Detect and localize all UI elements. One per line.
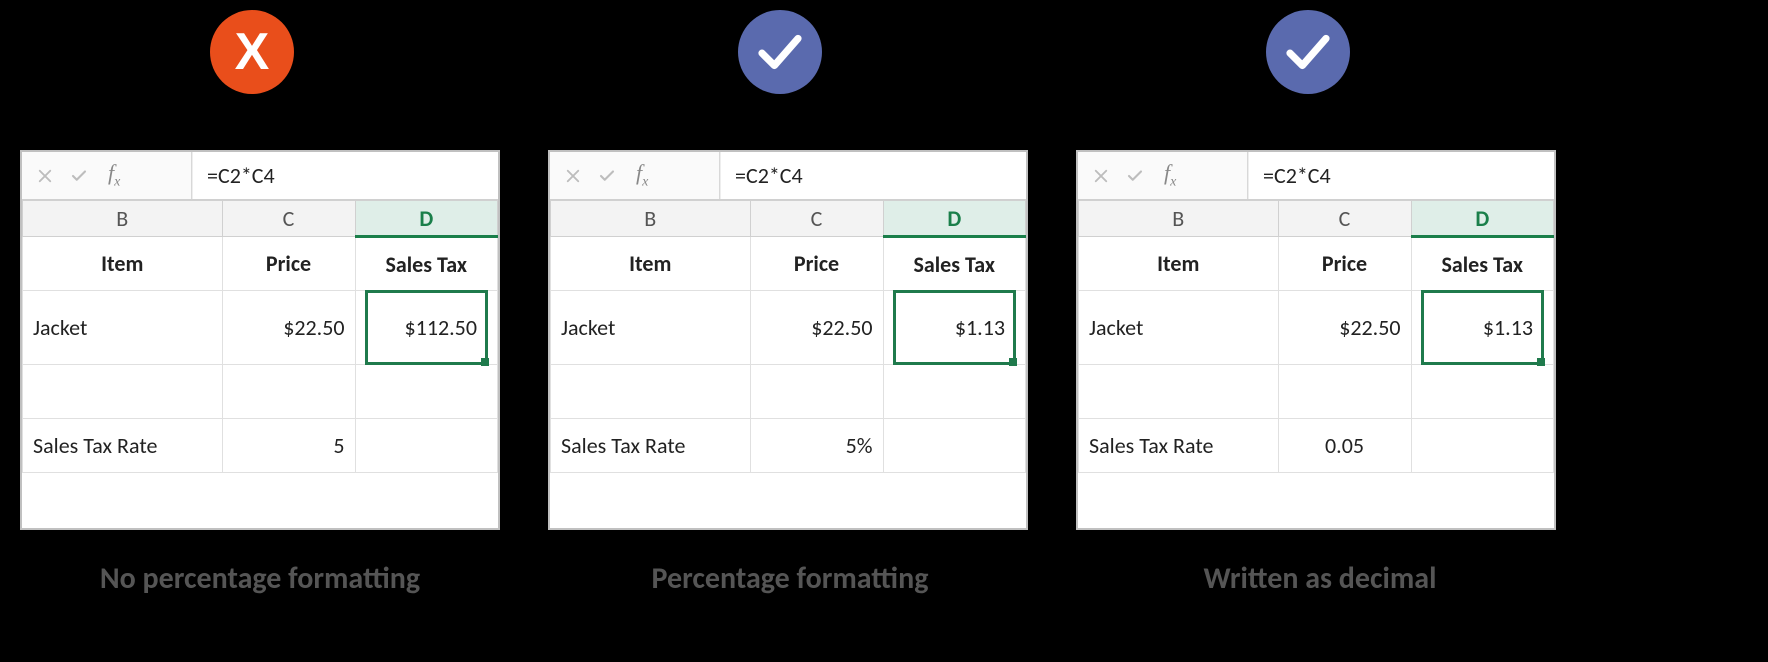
cell-price[interactable]: $22.50 — [750, 291, 883, 365]
excel-panel-3: fx =C2*C4 B C D Item Price Sales Tax Jac… — [1076, 150, 1556, 530]
col-header-selected[interactable]: D — [883, 201, 1026, 237]
badge-correct-2 — [1266, 10, 1350, 94]
check-icon — [1281, 25, 1335, 79]
col-header-selected[interactable]: D — [355, 201, 498, 237]
cell-rate[interactable]: 5 — [222, 419, 355, 473]
cell-rate-label[interactable]: Sales Tax Rate — [551, 419, 751, 473]
fx-icon[interactable]: fx — [1160, 160, 1176, 190]
caption-3: Written as decimal — [1120, 560, 1520, 597]
cell[interactable] — [551, 365, 751, 419]
cell-header[interactable]: Item — [551, 237, 751, 291]
col-header[interactable]: B — [1079, 201, 1279, 237]
cell-header[interactable]: Price — [222, 237, 355, 291]
enter-icon[interactable] — [68, 167, 90, 185]
cell-selected[interactable]: $1.13 — [1411, 291, 1554, 365]
cell[interactable] — [1411, 365, 1554, 419]
formula-bar: fx =C2*C4 — [1078, 152, 1554, 200]
caption-1: No percentage formatting — [30, 560, 490, 597]
enter-icon[interactable] — [1124, 167, 1146, 185]
formula-input[interactable]: =C2*C4 — [192, 152, 498, 199]
formula-input[interactable]: =C2*C4 — [1248, 152, 1554, 199]
col-header[interactable]: C — [1278, 201, 1411, 237]
col-header-selected[interactable]: D — [1411, 201, 1554, 237]
cell[interactable] — [883, 419, 1026, 473]
formula-bar: fx =C2*C4 — [22, 152, 498, 200]
cell[interactable] — [23, 365, 223, 419]
excel-panel-2: fx =C2*C4 B C D Item Price Sales Tax Jac… — [548, 150, 1028, 530]
badge-incorrect: X — [210, 10, 294, 94]
cancel-icon[interactable] — [564, 167, 582, 185]
enter-icon[interactable] — [596, 167, 618, 185]
cancel-icon[interactable] — [36, 167, 54, 185]
spreadsheet-grid[interactable]: B C D Item Price Sales Tax Jacket $22.50… — [1078, 200, 1554, 473]
cell-selected[interactable]: $112.50 — [355, 291, 498, 365]
formula-input[interactable]: =C2*C4 — [720, 152, 1026, 199]
cell[interactable] — [1079, 365, 1279, 419]
cell-price[interactable]: $22.50 — [222, 291, 355, 365]
col-header[interactable]: B — [23, 201, 223, 237]
cell-rate[interactable]: 5% — [750, 419, 883, 473]
cell-selected[interactable]: $1.13 — [883, 291, 1026, 365]
cell[interactable] — [1278, 365, 1411, 419]
cell-header[interactable]: Item — [23, 237, 223, 291]
cell[interactable] — [222, 365, 355, 419]
badge-correct-1 — [738, 10, 822, 94]
excel-panel-1: fx =C2*C4 B C D Item Price Sales Tax Jac… — [20, 150, 500, 530]
cell-rate-label[interactable]: Sales Tax Rate — [1079, 419, 1279, 473]
caption-2: Percentage formatting — [605, 560, 975, 597]
spreadsheet-grid[interactable]: B C D Item Price Sales Tax Jacket $22.50… — [22, 200, 498, 473]
cell-rate-label[interactable]: Sales Tax Rate — [23, 419, 223, 473]
cancel-icon[interactable] — [1092, 167, 1110, 185]
col-header[interactable]: C — [750, 201, 883, 237]
cell-header[interactable]: Price — [1278, 237, 1411, 291]
x-icon: X — [235, 26, 270, 78]
check-icon — [753, 25, 807, 79]
cell-rate[interactable]: 0.05 — [1278, 419, 1411, 473]
cell-item[interactable]: Jacket — [551, 291, 751, 365]
cell[interactable] — [355, 365, 498, 419]
cell-header[interactable]: Item — [1079, 237, 1279, 291]
cell[interactable] — [883, 365, 1026, 419]
fx-icon[interactable]: fx — [104, 160, 120, 190]
cell-header[interactable]: Price — [750, 237, 883, 291]
cell-item[interactable]: Jacket — [1079, 291, 1279, 365]
cell-header[interactable]: Sales Tax — [1411, 237, 1554, 291]
cell-header[interactable]: Sales Tax — [355, 237, 498, 291]
cell-item[interactable]: Jacket — [23, 291, 223, 365]
cell[interactable] — [1411, 419, 1554, 473]
fx-icon[interactable]: fx — [632, 160, 648, 190]
col-header[interactable]: B — [551, 201, 751, 237]
formula-bar: fx =C2*C4 — [550, 152, 1026, 200]
spreadsheet-grid[interactable]: B C D Item Price Sales Tax Jacket $22.50… — [550, 200, 1026, 473]
cell[interactable] — [750, 365, 883, 419]
cell-header[interactable]: Sales Tax — [883, 237, 1026, 291]
cell-price[interactable]: $22.50 — [1278, 291, 1411, 365]
col-header[interactable]: C — [222, 201, 355, 237]
cell[interactable] — [355, 419, 498, 473]
